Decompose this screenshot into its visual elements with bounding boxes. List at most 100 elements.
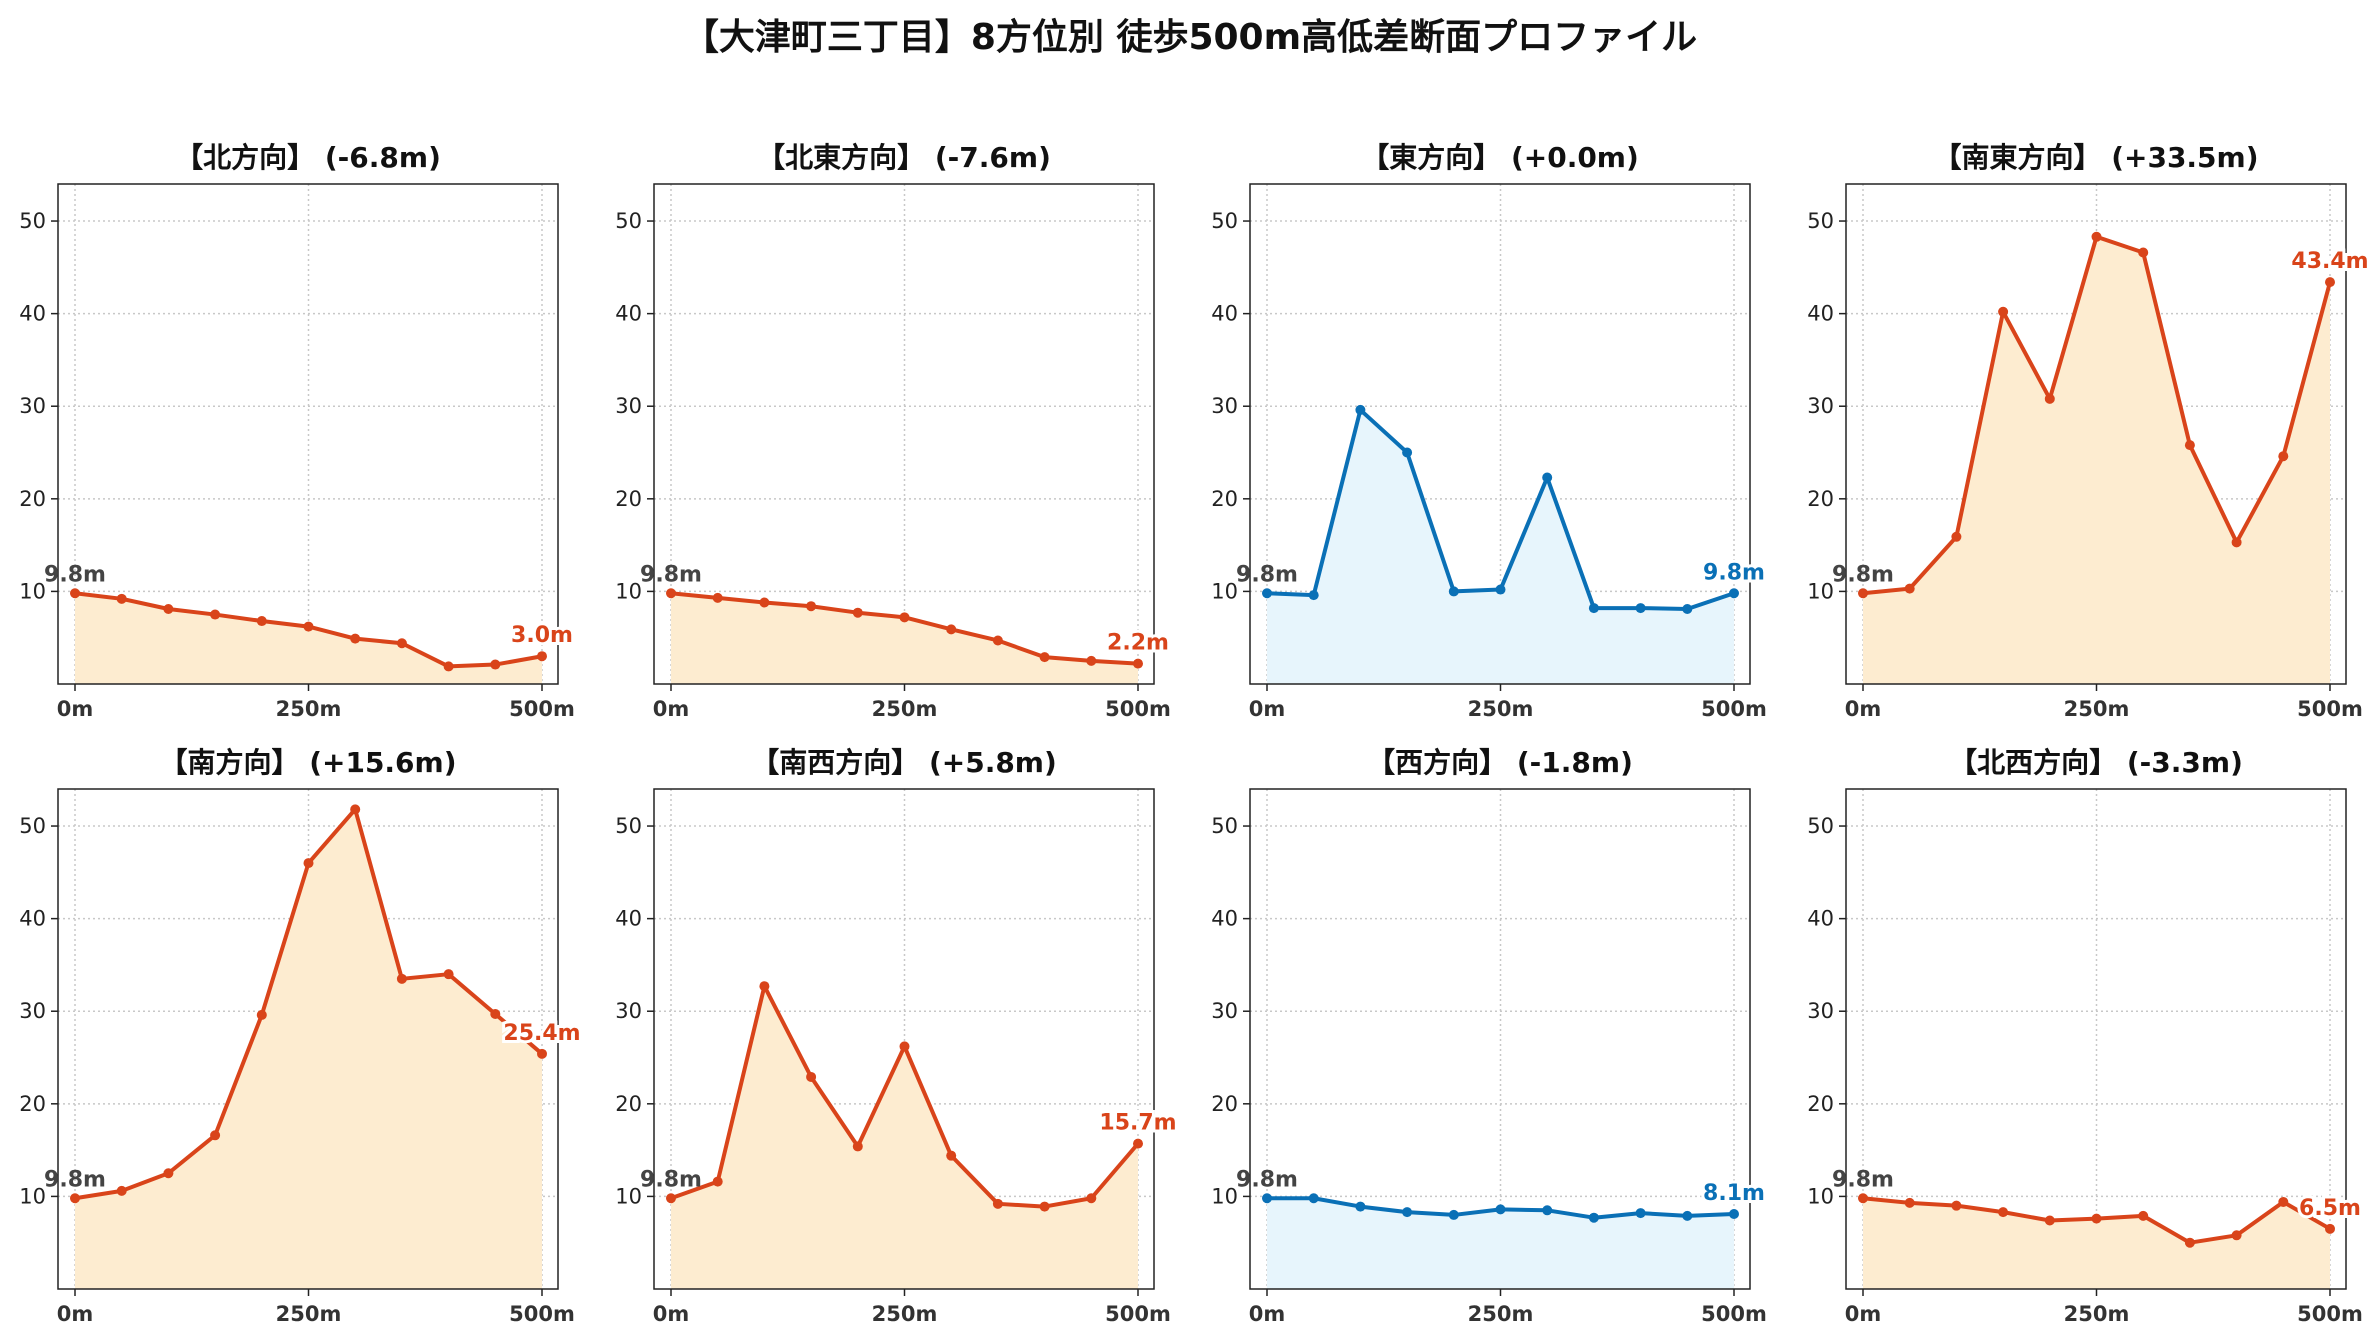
data-point [759, 597, 770, 608]
y-tick-label: 40 [1211, 302, 1238, 326]
data-point [2184, 1237, 2195, 1248]
start-value-label: 9.8m [1236, 562, 1298, 587]
data-point [163, 604, 174, 614]
data-point [2231, 1230, 2242, 1241]
data-point [2044, 393, 2055, 404]
data-point [256, 616, 267, 627]
y-tick-label: 10 [615, 1184, 642, 1208]
x-tick-label: 500m [509, 697, 575, 721]
data-point [303, 621, 314, 632]
data-point [1308, 1193, 1319, 1204]
data-point [1588, 603, 1599, 614]
data-point [256, 1009, 267, 1020]
data-point [2278, 451, 2289, 462]
x-tick-label: 250m [1468, 697, 1534, 721]
area-fill [1863, 236, 2330, 684]
data-point [1262, 1193, 1272, 1204]
data-point [303, 858, 314, 869]
data-point [899, 612, 910, 623]
x-tick-label: 0m [1249, 697, 1286, 721]
y-tick-label: 30 [615, 394, 642, 418]
area-fill [1267, 409, 1734, 684]
area-fill [671, 986, 1138, 1289]
data-point [1858, 588, 1868, 599]
y-tick-label: 10 [1807, 1184, 1834, 1208]
data-point [70, 1193, 80, 1204]
data-point [2325, 277, 2335, 288]
y-tick-label: 20 [19, 487, 46, 511]
start-value-label: 9.8m [1832, 1167, 1894, 1192]
data-point [1998, 1207, 2009, 1218]
data-point [1729, 1209, 1739, 1219]
y-tick-label: 10 [1807, 579, 1834, 603]
data-point [946, 1150, 957, 1161]
data-point [712, 1176, 723, 1187]
y-tick-label: 20 [19, 1092, 46, 1116]
start-value-label: 9.8m [640, 1167, 702, 1192]
data-point [396, 638, 407, 649]
x-tick-label: 0m [653, 697, 690, 721]
x-tick-label: 500m [1701, 1302, 1767, 1326]
data-point [759, 981, 770, 992]
y-tick-label: 10 [615, 579, 642, 603]
subplot-title: 【北東方向】 (-7.6m) [757, 141, 1051, 174]
y-tick-label: 20 [615, 1092, 642, 1116]
data-point [2231, 537, 2242, 548]
data-point [1858, 1193, 1868, 1204]
data-point [1588, 1212, 1599, 1223]
x-tick-label: 0m [57, 697, 94, 721]
data-point [1951, 1200, 1962, 1211]
area-fill [75, 593, 542, 684]
data-point [1448, 1209, 1459, 1220]
data-point [992, 1198, 1003, 1209]
data-point [1086, 1193, 1097, 1204]
data-point [852, 1141, 863, 1152]
data-point [1542, 472, 1553, 483]
y-tick-label: 20 [1807, 487, 1834, 511]
x-tick-label: 500m [509, 1302, 575, 1326]
data-point [2091, 1213, 2102, 1224]
end-value-label: 3.0m [511, 623, 573, 648]
x-tick-label: 0m [1845, 697, 1882, 721]
y-tick-label: 30 [1807, 999, 1834, 1023]
data-point [1904, 1197, 1915, 1208]
x-tick-label: 0m [653, 1302, 690, 1326]
x-tick-label: 500m [1105, 1302, 1171, 1326]
y-tick-label: 30 [19, 999, 46, 1023]
area-fill [1267, 1198, 1734, 1289]
data-point [992, 635, 1003, 646]
y-tick-label: 40 [19, 302, 46, 326]
end-value-label: 43.4m [2291, 249, 2368, 274]
data-point [490, 659, 501, 670]
subplot-title: 【北方向】 (-6.8m) [175, 141, 441, 174]
data-point [163, 1168, 174, 1179]
data-point [2138, 1210, 2149, 1221]
x-tick-label: 500m [2297, 1302, 2363, 1326]
start-value-label: 9.8m [1832, 562, 1894, 587]
data-point [396, 973, 407, 984]
data-point [1262, 588, 1272, 599]
y-tick-label: 30 [615, 999, 642, 1023]
data-point [1682, 604, 1693, 614]
y-tick-label: 40 [1211, 907, 1238, 931]
area-fill [671, 593, 1138, 684]
y-tick-label: 30 [1211, 394, 1238, 418]
data-point [210, 1130, 221, 1141]
data-point [899, 1041, 910, 1052]
data-point [1635, 603, 1646, 614]
data-point [116, 593, 127, 604]
subplot-title: 【南東方向】 (+33.5m) [1933, 141, 2258, 174]
data-point [2138, 247, 2149, 258]
subplot-title: 【東方向】 (+0.0m) [1361, 141, 1639, 174]
y-tick-label: 50 [1807, 209, 1834, 233]
y-tick-label: 20 [1211, 487, 1238, 511]
y-tick-label: 40 [615, 907, 642, 931]
data-point [2184, 440, 2195, 451]
